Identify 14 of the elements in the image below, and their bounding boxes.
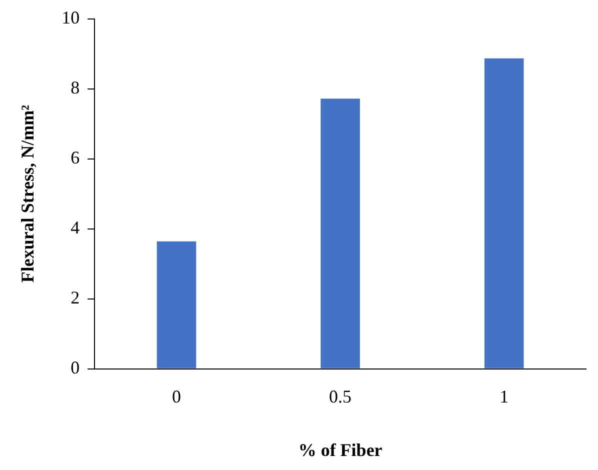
y-tick-label: 10 xyxy=(62,8,80,28)
y-tick-label: 0 xyxy=(70,358,80,378)
y-tick-label: 4 xyxy=(70,218,80,238)
bar xyxy=(484,58,524,368)
bar xyxy=(156,241,196,368)
x-tick-label: 1 xyxy=(500,386,509,406)
y-tick-label: 2 xyxy=(70,288,80,308)
x-tick-label: 0 xyxy=(172,386,181,406)
y-axis-title: Flexural Stress, N/mm² xyxy=(17,105,38,283)
y-tick-label: 8 xyxy=(70,78,80,98)
y-tick-label: 6 xyxy=(70,148,80,168)
bar xyxy=(320,98,360,368)
x-tick-label: 0.5 xyxy=(329,386,352,406)
x-axis-title: % of Fiber xyxy=(298,440,382,460)
